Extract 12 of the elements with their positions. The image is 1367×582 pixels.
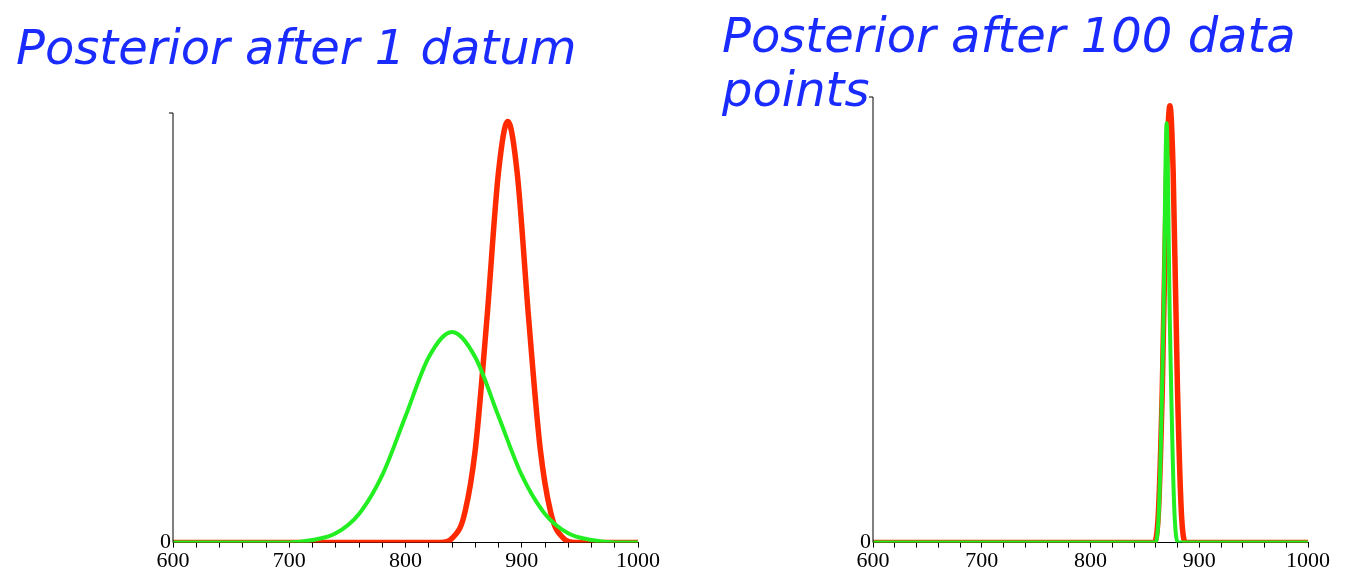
chart-title: Posterior after 100 data points xyxy=(722,7,1297,117)
x-tick-label: 1000 xyxy=(1286,546,1330,572)
x-tick-label: 700 xyxy=(272,546,306,572)
x-tick-label: 900 xyxy=(505,546,539,572)
x-tick-label: 800 xyxy=(389,546,422,572)
x-tick-label: 900 xyxy=(1182,546,1216,572)
chart-title: Posterior after 1 datum xyxy=(16,19,578,75)
x-tick-label: 800 xyxy=(1074,546,1107,572)
text: 0 xyxy=(860,528,871,554)
x-tick-label: 1000 xyxy=(616,546,660,572)
x-tick-label: 700 xyxy=(965,546,999,572)
text: 0 xyxy=(160,528,171,554)
